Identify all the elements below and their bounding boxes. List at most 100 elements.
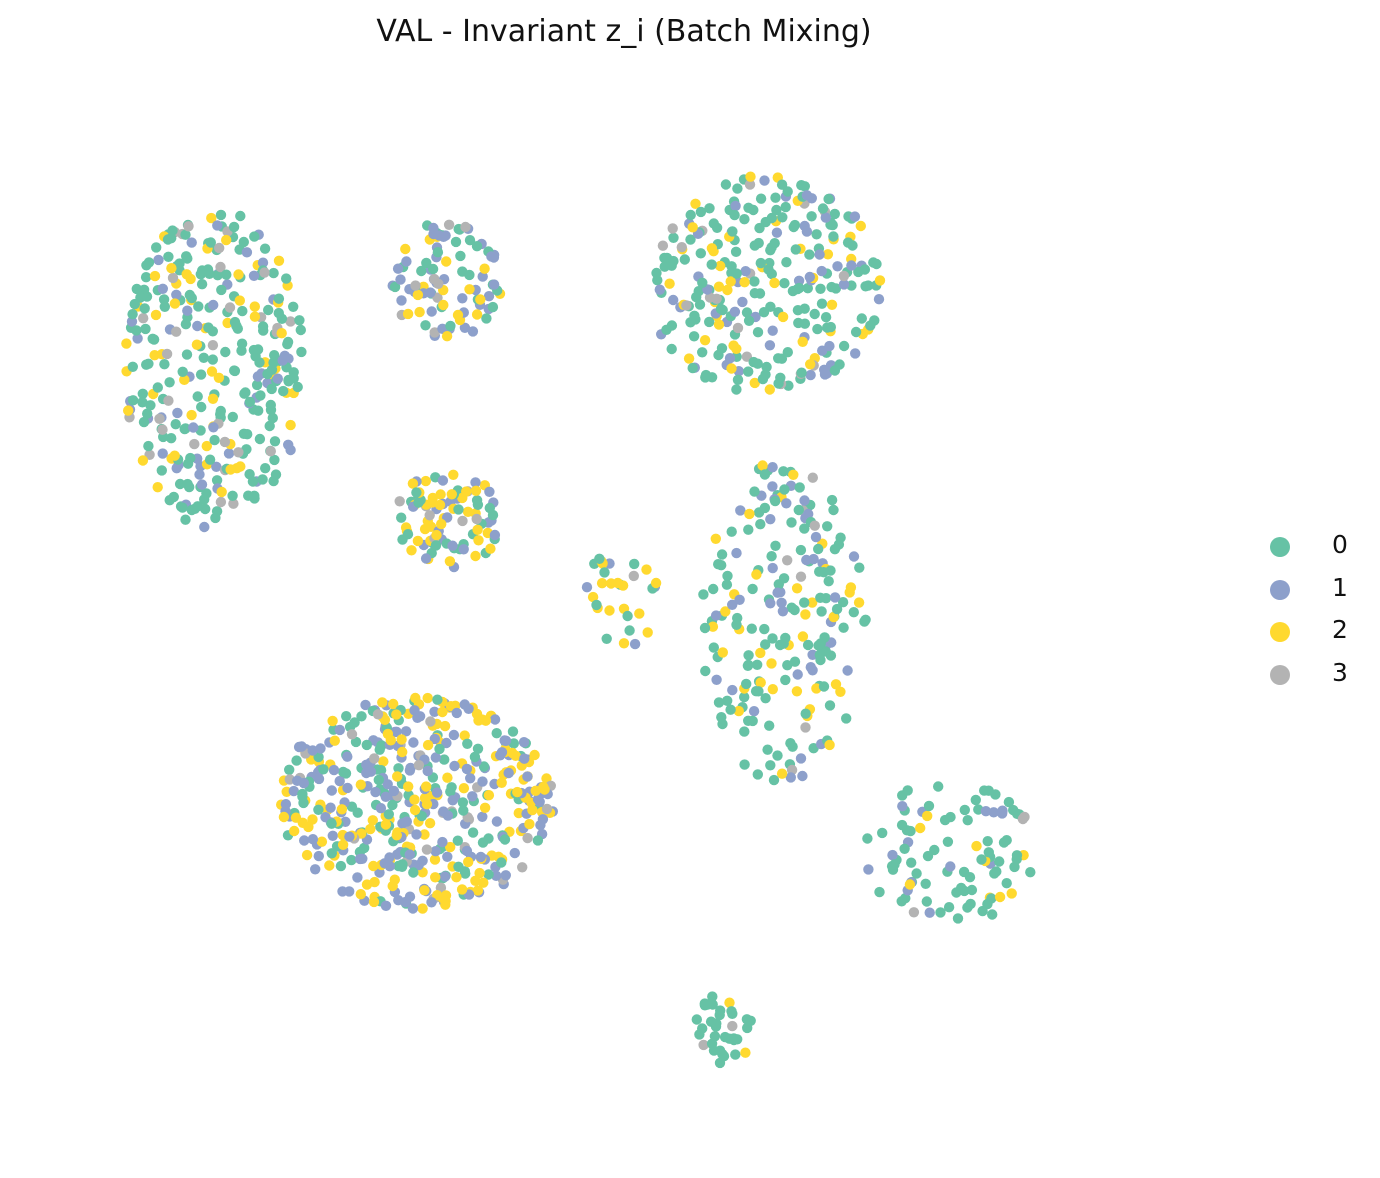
point-batch-0 — [739, 759, 750, 770]
point-batch-1 — [380, 900, 392, 911]
point-batch-0 — [828, 504, 839, 516]
point-batch-1 — [396, 295, 407, 306]
point-batch-1 — [208, 299, 219, 311]
point-batch-2 — [605, 578, 617, 589]
point-batch-0 — [177, 502, 188, 513]
point-batch-2 — [915, 822, 926, 834]
point-batch-1 — [824, 340, 835, 352]
point-batch-0 — [1025, 867, 1036, 878]
point-batch-0 — [140, 323, 151, 335]
point-batch-0 — [313, 804, 324, 815]
point-batch-3 — [167, 272, 179, 284]
point-batch-2 — [419, 829, 430, 840]
point-batch-0 — [278, 385, 289, 397]
point-batch-1 — [430, 752, 441, 763]
point-batch-2 — [1006, 888, 1017, 899]
point-batch-1 — [252, 371, 264, 382]
point-batch-0 — [989, 868, 1000, 879]
point-batch-0 — [455, 250, 466, 262]
point-batch-2 — [391, 830, 402, 841]
point-batch-1 — [734, 594, 745, 605]
point-batch-0 — [714, 1045, 726, 1056]
point-batch-0 — [812, 323, 823, 335]
point-batch-0 — [491, 728, 502, 739]
point-batch-1 — [731, 547, 742, 559]
point-batch-3 — [189, 438, 200, 450]
point-batch-0 — [965, 898, 976, 910]
point-batch-0 — [269, 436, 281, 447]
point-batch-0 — [668, 255, 679, 267]
point-batch-0 — [450, 236, 462, 248]
point-batch-0 — [842, 237, 854, 248]
point-batch-0 — [874, 886, 885, 898]
point-batch-0 — [269, 454, 280, 466]
point-batch-0 — [138, 416, 150, 428]
point-batch-2 — [421, 781, 432, 792]
point-batch-0 — [273, 293, 285, 304]
point-batch-2 — [855, 220, 866, 232]
point-batch-0 — [235, 210, 246, 222]
point-batch-2 — [724, 997, 735, 1008]
point-batch-0 — [335, 860, 347, 872]
point-batch-2 — [797, 631, 809, 642]
point-batch-1 — [171, 289, 182, 300]
point-batch-2 — [706, 243, 718, 254]
point-batch-2 — [641, 564, 652, 575]
point-batch-0 — [464, 269, 475, 281]
point-batch-0 — [396, 512, 407, 523]
point-batch-2 — [824, 739, 835, 751]
point-batch-0 — [487, 301, 499, 313]
point-batch-0 — [137, 388, 148, 399]
point-batch-1 — [500, 870, 511, 881]
point-batch-0 — [697, 347, 708, 358]
point-batch-0 — [270, 469, 282, 480]
point-batch-2 — [744, 508, 755, 520]
point-batch-0 — [752, 327, 764, 338]
point-batch-0 — [629, 558, 640, 570]
point-batch-2 — [368, 860, 379, 872]
point-batch-0 — [702, 999, 713, 1010]
point-batch-0 — [483, 833, 494, 844]
point-batch-2 — [429, 854, 441, 865]
point-batch-3 — [795, 571, 807, 582]
point-batch-2 — [329, 735, 340, 746]
point-batch-1 — [477, 271, 488, 282]
point-batch-1 — [360, 699, 371, 711]
point-batch-3 — [807, 472, 818, 483]
point-batch-0 — [170, 419, 181, 430]
point-batch-0 — [420, 320, 431, 331]
point-batch-2 — [720, 606, 731, 617]
point-batch-2 — [436, 518, 447, 530]
point-batch-0 — [923, 800, 935, 812]
point-batch-0 — [158, 294, 170, 305]
point-batch-3 — [171, 326, 182, 337]
point-batch-1 — [792, 669, 803, 680]
point-batch-0 — [591, 599, 602, 611]
point-batch-0 — [714, 1009, 725, 1021]
point-batch-0 — [731, 619, 742, 630]
point-batch-0 — [220, 346, 231, 358]
point-batch-2 — [421, 799, 433, 810]
point-batch-0 — [749, 486, 760, 497]
point-batch-0 — [203, 322, 214, 333]
point-batch-0 — [732, 374, 744, 385]
point-batch-1 — [838, 279, 850, 290]
point-batch-1 — [771, 227, 783, 238]
cluster-6 — [276, 692, 558, 914]
point-batch-1 — [470, 477, 481, 488]
point-batch-2 — [788, 469, 799, 480]
point-batch-0 — [467, 827, 479, 838]
point-batch-0 — [739, 726, 750, 737]
point-batch-2 — [755, 647, 766, 659]
point-batch-2 — [725, 276, 736, 287]
cluster-7 — [862, 781, 1036, 924]
point-batch-2 — [764, 384, 775, 395]
point-batch-1 — [188, 422, 199, 433]
point-batch-1 — [408, 737, 419, 748]
point-batch-2 — [301, 849, 313, 861]
point-batch-3 — [161, 348, 173, 360]
point-batch-0 — [131, 325, 142, 336]
point-batch-2 — [441, 331, 453, 342]
point-batch-0 — [779, 278, 790, 289]
point-batch-2 — [874, 275, 886, 286]
